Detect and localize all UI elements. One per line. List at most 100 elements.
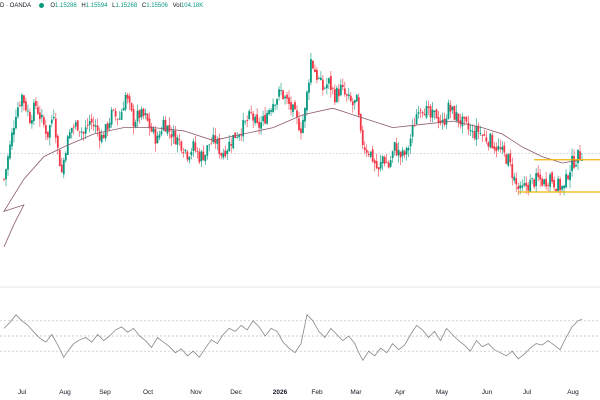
candle[interactable] [579, 145, 581, 161]
candle[interactable] [122, 101, 125, 111]
candle[interactable] [202, 145, 205, 161]
candle[interactable] [353, 99, 356, 110]
candle[interactable] [98, 127, 101, 149]
candle[interactable] [411, 119, 414, 143]
candle[interactable] [27, 104, 29, 117]
candle[interactable] [419, 108, 422, 118]
candle[interactable] [339, 79, 342, 97]
candle[interactable] [158, 130, 161, 141]
candle[interactable] [509, 149, 512, 167]
candle[interactable] [409, 134, 412, 155]
candle[interactable] [302, 114, 304, 134]
candle[interactable] [286, 91, 288, 104]
candle[interactable] [210, 137, 213, 145]
candle[interactable] [260, 115, 263, 135]
candle[interactable] [367, 151, 370, 158]
candle[interactable] [316, 67, 318, 84]
candle[interactable] [214, 128, 217, 149]
candle[interactable] [459, 113, 462, 129]
candle[interactable] [569, 164, 571, 188]
candle[interactable] [278, 86, 280, 101]
candle[interactable] [325, 77, 328, 95]
candle[interactable] [92, 116, 95, 131]
candle[interactable] [132, 104, 135, 135]
candle[interactable] [86, 117, 89, 130]
candle[interactable] [100, 129, 103, 144]
candle[interactable] [31, 114, 33, 129]
candle[interactable] [270, 107, 272, 116]
rsi-line[interactable] [3, 313, 583, 362]
candle[interactable] [537, 165, 540, 182]
candle[interactable] [403, 149, 406, 159]
candle[interactable] [449, 100, 452, 119]
candle[interactable] [266, 109, 268, 125]
candle[interactable] [104, 123, 107, 142]
candle[interactable] [54, 112, 57, 144]
candle[interactable] [248, 109, 251, 121]
candle[interactable] [15, 109, 17, 130]
candle[interactable] [521, 179, 524, 191]
candle[interactable] [288, 90, 290, 110]
candle[interactable] [74, 120, 77, 130]
candle[interactable] [439, 114, 442, 126]
candle[interactable] [116, 118, 119, 126]
candle[interactable] [507, 153, 510, 168]
candle[interactable] [182, 147, 185, 158]
candle[interactable] [515, 172, 518, 192]
candle[interactable] [527, 181, 530, 196]
candle[interactable] [441, 112, 444, 130]
candle[interactable] [435, 108, 438, 119]
candle[interactable] [21, 93, 23, 113]
candle[interactable] [377, 166, 380, 177]
candle[interactable] [327, 77, 330, 90]
candle[interactable] [499, 139, 502, 153]
candle[interactable] [44, 119, 47, 140]
candle[interactable] [469, 123, 472, 137]
candle[interactable] [228, 134, 231, 152]
candle[interactable] [415, 108, 418, 125]
candle[interactable] [379, 154, 382, 172]
candle[interactable] [29, 108, 31, 124]
candle[interactable] [447, 99, 450, 120]
candle[interactable] [138, 109, 141, 124]
candle[interactable] [136, 104, 139, 128]
candle[interactable] [433, 110, 436, 120]
candle[interactable] [25, 97, 27, 113]
candle[interactable] [501, 141, 504, 155]
candle[interactable] [555, 188, 557, 192]
candle[interactable] [262, 110, 265, 126]
candle[interactable] [32, 99, 35, 125]
candle[interactable] [52, 109, 55, 121]
candle[interactable] [511, 157, 514, 186]
candle[interactable] [120, 108, 123, 121]
candle[interactable] [308, 79, 310, 100]
candle[interactable] [535, 168, 538, 193]
candle[interactable] [76, 119, 79, 132]
candle[interactable] [363, 141, 366, 155]
candle[interactable] [425, 100, 428, 120]
candle[interactable] [571, 148, 573, 177]
candle[interactable] [427, 100, 430, 116]
candle[interactable] [102, 132, 105, 139]
candle[interactable] [489, 132, 492, 149]
candle[interactable] [505, 153, 508, 165]
candle[interactable] [70, 127, 73, 139]
candle[interactable] [224, 145, 227, 159]
price-pane[interactable] [0, 52, 600, 247]
candle[interactable] [194, 136, 197, 153]
candle[interactable] [318, 76, 320, 80]
candle[interactable] [473, 124, 476, 141]
candle[interactable] [148, 112, 151, 136]
candle[interactable] [7, 154, 9, 176]
candle[interactable] [230, 138, 233, 153]
candle[interactable] [282, 89, 284, 100]
candle[interactable] [82, 131, 85, 141]
candle[interactable] [254, 114, 257, 126]
candle[interactable] [204, 154, 207, 165]
candle[interactable] [343, 81, 346, 97]
candle[interactable] [118, 111, 121, 121]
candle[interactable] [314, 64, 316, 73]
candle[interactable] [196, 147, 199, 159]
candle[interactable] [198, 148, 201, 165]
candle[interactable] [246, 115, 249, 128]
